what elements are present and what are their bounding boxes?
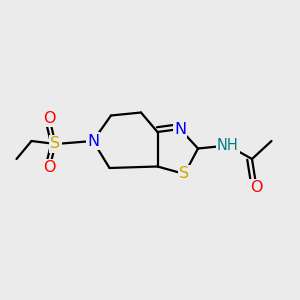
Text: NH: NH bbox=[217, 138, 239, 153]
Text: S: S bbox=[179, 167, 190, 182]
Text: O: O bbox=[43, 160, 56, 175]
Text: N: N bbox=[87, 134, 99, 148]
Text: N: N bbox=[174, 122, 186, 136]
Text: S: S bbox=[50, 136, 61, 152]
Text: O: O bbox=[43, 111, 56, 126]
Text: O: O bbox=[250, 180, 263, 195]
